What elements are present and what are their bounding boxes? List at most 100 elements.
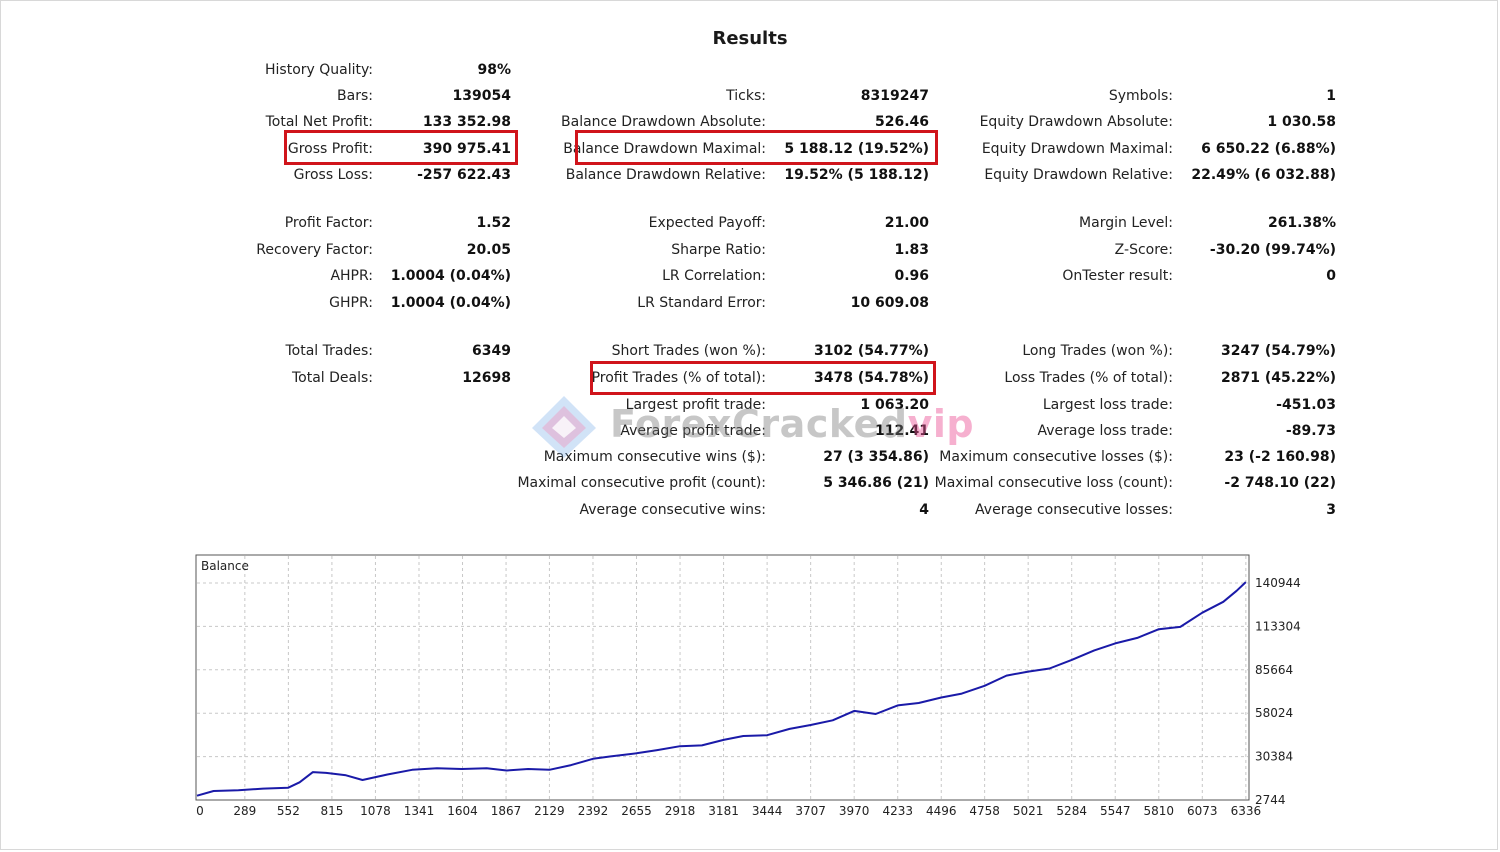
avg-loss-label: Average loss trade:	[1037, 423, 1173, 439]
y-tick-label: 113304	[1255, 619, 1301, 633]
profit-factor-label: Profit Factor:	[284, 215, 373, 231]
balance-dd-max-value: 5 188.12 (19.52%)	[784, 141, 929, 157]
x-tick-label: 4758	[969, 804, 1000, 818]
max-cons-wins-label: Maximum consecutive wins ($):	[543, 449, 766, 465]
x-tick-label: 6073	[1187, 804, 1218, 818]
symbols-label: Symbols:	[1108, 88, 1173, 104]
ghpr-label: GHPR:	[329, 295, 373, 311]
x-tick-label: 3970	[839, 804, 870, 818]
x-tick-label: 2392	[578, 804, 609, 818]
x-tick-label: 3444	[752, 804, 783, 818]
balance-dd-rel-label: Balance Drawdown Relative:	[565, 167, 766, 183]
total-deals-value: 12698	[462, 370, 511, 386]
x-tick-label: 1604	[447, 804, 478, 818]
ahpr-value: 1.0004 (0.04%)	[390, 268, 511, 284]
largest-loss-value: -451.03	[1276, 397, 1336, 413]
avg-cons-losses-label: Average consecutive losses:	[975, 502, 1173, 518]
lr-correlation-label: LR Correlation:	[662, 268, 766, 284]
largest-profit-label: Largest profit trade:	[625, 397, 766, 413]
bars-value: 139054	[452, 88, 511, 104]
x-tick-label: 815	[320, 804, 343, 818]
lr-std-error-value: 10 609.08	[850, 295, 929, 311]
x-tick-label: 6336	[1231, 804, 1262, 818]
x-tick-label: 5284	[1056, 804, 1087, 818]
balance-dd-abs-label: Balance Drawdown Absolute:	[561, 114, 766, 130]
z-score-label: Z-Score:	[1114, 242, 1173, 258]
largest-profit-value: 1 063.20	[860, 397, 929, 413]
x-tick-label: 3707	[795, 804, 826, 818]
x-tick-label: 1078	[360, 804, 391, 818]
gross-profit-value: 390 975.41	[422, 141, 511, 157]
short-trades-label: Short Trades (won %):	[611, 343, 766, 359]
history-quality-label: History Quality:	[265, 62, 373, 78]
expected-payoff-label: Expected Payoff:	[648, 215, 766, 231]
loss-trades-label: Loss Trades (% of total):	[1004, 370, 1173, 386]
avg-profit-label: Average profit trade:	[620, 423, 766, 439]
y-tick-label: 85664	[1255, 663, 1293, 677]
avg-cons-wins-value: 4	[919, 502, 929, 518]
maximal-cons-loss-value: -2 748.10 (22)	[1224, 475, 1336, 491]
lr-std-error-label: LR Standard Error:	[637, 295, 766, 311]
recovery-factor-label: Recovery Factor:	[256, 242, 373, 258]
expected-payoff-value: 21.00	[884, 215, 929, 231]
avg-cons-wins-label: Average consecutive wins:	[579, 502, 766, 518]
margin-level-value: 261.38%	[1267, 215, 1336, 231]
equity-dd-rel-value: 22.49% (6 032.88)	[1191, 167, 1336, 183]
avg-profit-value: 112.41	[874, 423, 929, 439]
gross-profit-label: Gross Profit:	[287, 141, 373, 157]
y-tick-label: 2744	[1255, 793, 1286, 807]
x-tick-label: 1867	[491, 804, 522, 818]
ontester-label: OnTester result:	[1062, 268, 1173, 284]
total-deals-label: Total Deals:	[291, 370, 373, 386]
x-tick-label: 5810	[1144, 804, 1175, 818]
long-trades-label: Long Trades (won %):	[1022, 343, 1173, 359]
x-tick-label: 5021	[1013, 804, 1044, 818]
total-trades-value: 6349	[472, 343, 511, 359]
sharpe-ratio-label: Sharpe Ratio:	[671, 242, 766, 258]
balance-dd-max-label: Balance Drawdown Maximal:	[563, 141, 766, 157]
avg-cons-losses-value: 3	[1326, 502, 1336, 518]
total-net-profit-value: 133 352.98	[422, 114, 511, 130]
z-score-value: -30.20 (99.74%)	[1209, 242, 1336, 258]
maximal-cons-profit-value: 5 346.86 (21)	[823, 475, 929, 491]
margin-level-label: Margin Level:	[1079, 215, 1173, 231]
equity-dd-max-value: 6 650.22 (6.88%)	[1201, 141, 1336, 157]
symbols-value: 1	[1326, 88, 1336, 104]
max-cons-losses-label: Maximum consecutive losses ($):	[939, 449, 1173, 465]
largest-loss-label: Largest loss trade:	[1042, 397, 1173, 413]
ticks-value: 8319247	[860, 88, 929, 104]
history-quality-value: 98%	[477, 62, 511, 78]
x-tick-label: 0	[196, 804, 204, 818]
balance-series-line	[196, 581, 1247, 797]
profit-trades-value: 3478 (54.78%)	[814, 370, 929, 386]
gross-loss-label: Gross Loss:	[293, 167, 373, 183]
ghpr-value: 1.0004 (0.04%)	[390, 295, 511, 311]
balance-dd-rel-value: 19.52% (5 188.12)	[784, 167, 929, 183]
x-tick-label: 2129	[534, 804, 565, 818]
x-tick-label: 2918	[665, 804, 696, 818]
y-tick-label: 30384	[1255, 750, 1293, 764]
balance-dd-max-highlight	[575, 130, 938, 165]
x-tick-label: 289	[233, 804, 256, 818]
gross-loss-value: -257 622.43	[417, 167, 511, 183]
y-tick-label: 58024	[1255, 706, 1293, 720]
profit-trades-highlight	[590, 361, 936, 395]
chart-title: Balance	[201, 559, 249, 573]
avg-loss-value: -89.73	[1285, 423, 1336, 439]
equity-dd-abs-value: 1 030.58	[1267, 114, 1336, 130]
loss-trades-value: 2871 (45.22%)	[1221, 370, 1336, 386]
ticks-label: Ticks:	[726, 88, 766, 104]
x-tick-label: 2655	[621, 804, 652, 818]
ontester-value: 0	[1326, 268, 1336, 284]
max-cons-losses-value: 23 (-2 160.98)	[1224, 449, 1336, 465]
lr-correlation-value: 0.96	[894, 268, 929, 284]
maximal-cons-profit-label: Maximal consecutive profit (count):	[517, 475, 766, 491]
long-trades-value: 3247 (54.79%)	[1221, 343, 1336, 359]
sharpe-ratio-value: 1.83	[894, 242, 929, 258]
chart-plot-area	[195, 554, 1250, 801]
profit-factor-value: 1.52	[476, 215, 511, 231]
x-tick-label: 1341	[404, 804, 435, 818]
maximal-cons-loss-label: Maximal consecutive loss (count):	[934, 475, 1173, 491]
